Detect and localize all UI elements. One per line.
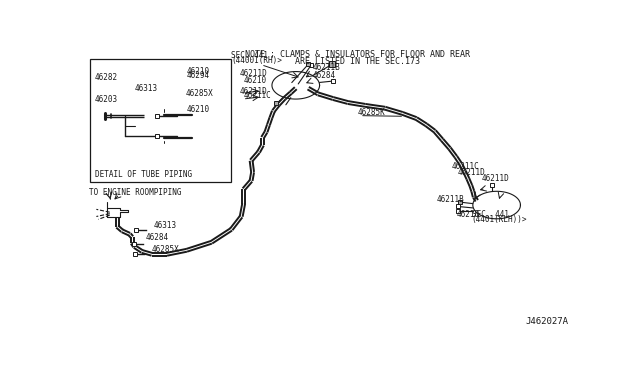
Text: ARE LISTED IN THE SEC.173: ARE LISTED IN THE SEC.173 <box>295 57 420 66</box>
Text: TO ENGINE ROOMPIPING: TO ENGINE ROOMPIPING <box>89 188 181 197</box>
Text: 46285X: 46285X <box>152 245 180 254</box>
Text: (4401(KLH))>: (4401(KLH))> <box>472 215 527 224</box>
Text: 46211B: 46211B <box>436 195 464 203</box>
Text: 46211D: 46211D <box>482 174 509 183</box>
Text: 46211D: 46211D <box>240 87 268 96</box>
Text: 46284: 46284 <box>145 233 168 242</box>
Text: 46211D: 46211D <box>458 168 486 177</box>
Text: 46284: 46284 <box>312 71 335 80</box>
Text: DETAIL OF TUBE PIPING: DETAIL OF TUBE PIPING <box>95 170 192 179</box>
Text: NOTE ; CLAMPS & INSULATORS FOR FLOOR AND REAR: NOTE ; CLAMPS & INSULATORS FOR FLOOR AND… <box>245 50 470 60</box>
Text: 46210: 46210 <box>244 76 267 85</box>
Text: 46211C: 46211C <box>452 162 480 171</box>
Text: 46313: 46313 <box>134 84 157 93</box>
Bar <box>90 59 231 182</box>
Text: 46282: 46282 <box>95 73 118 83</box>
Text: 46210: 46210 <box>457 210 480 219</box>
Text: 46210: 46210 <box>187 67 210 76</box>
Text: 46285K: 46285K <box>358 108 385 117</box>
Text: SEC. 441: SEC. 441 <box>231 51 268 60</box>
Text: 46294: 46294 <box>187 71 210 80</box>
Text: 46203: 46203 <box>95 95 118 104</box>
Text: (44001(RH)>: (44001(RH)> <box>231 56 282 65</box>
Text: 46211D: 46211D <box>240 70 268 78</box>
Text: SEC. 441: SEC. 441 <box>472 210 509 219</box>
Text: 46210: 46210 <box>187 105 210 114</box>
Text: J462027A: J462027A <box>525 317 568 326</box>
Text: 46211B: 46211B <box>312 63 340 72</box>
Text: 46313: 46313 <box>154 221 177 230</box>
Text: 46285X: 46285X <box>185 89 213 97</box>
Text: 46211C: 46211C <box>244 92 271 100</box>
